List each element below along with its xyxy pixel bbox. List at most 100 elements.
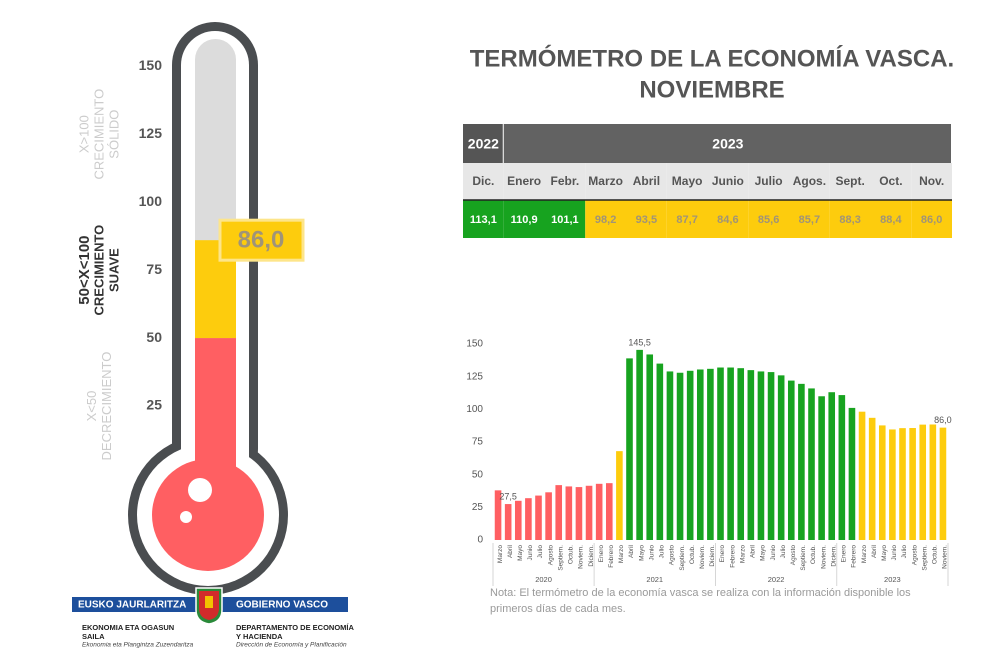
x-tick-label: Marzo	[497, 545, 504, 563]
bar	[707, 368, 714, 540]
month-cell	[707, 163, 749, 200]
y-tick-label: 150	[466, 339, 483, 350]
value-cell	[666, 200, 708, 238]
x-tick-label: Septiem.	[921, 545, 928, 571]
y-tick-label: 50	[472, 469, 484, 480]
month-label: Agos.	[793, 174, 826, 188]
month-label: Mayo	[672, 174, 703, 188]
bar	[889, 429, 896, 540]
month-cell	[829, 163, 871, 200]
x-tick-label: Abril	[628, 544, 635, 558]
month-cell	[911, 163, 952, 200]
value-label: 86,0	[238, 227, 285, 254]
bar	[828, 392, 836, 540]
value-label: 93,5	[636, 214, 657, 226]
value-label: 88,4	[880, 214, 902, 226]
bar	[636, 349, 643, 540]
logo-dept-left: EKONOMIA ETA OGASUN	[82, 623, 174, 632]
x-tick-label: Noviem.	[699, 545, 706, 569]
x-tick-label: Junio	[891, 545, 898, 561]
x-tick-label: Marzo	[618, 545, 625, 563]
value-box	[218, 218, 305, 262]
y-tick-label: 100	[466, 404, 483, 415]
logo-shield-detail	[205, 596, 213, 608]
value-cell	[911, 200, 952, 238]
zone-label: X<50	[84, 391, 99, 422]
x-tick-label: Noviem.	[820, 545, 827, 569]
bar	[868, 417, 876, 540]
month-label: Sept.	[835, 174, 864, 188]
year-label: 2023	[712, 136, 743, 152]
y-tick-label: 0	[477, 535, 483, 546]
value-cell	[829, 200, 871, 238]
value-cell	[463, 200, 504, 238]
logo-dept-right: Y HACIENDA	[236, 632, 283, 641]
year-cell	[463, 124, 503, 163]
y-tick-label: 125	[139, 125, 163, 141]
bar	[939, 427, 947, 540]
x-tick-label: Julio	[659, 545, 666, 559]
zone-label: X>100	[76, 115, 91, 153]
bar	[555, 485, 563, 540]
year-label: 2020	[535, 575, 552, 584]
value-label: 98,2	[595, 214, 616, 226]
title: TERMÓMETRO DE LA ECONOMÍA VASCA.	[470, 44, 954, 72]
x-tick-label: Diciem.	[588, 545, 595, 567]
x-tick-label: Agosto	[790, 545, 797, 566]
x-tick-label: Enero	[719, 545, 726, 563]
value-cell	[503, 200, 545, 238]
title: NOVIEMBRE	[639, 76, 784, 103]
logo-banner-left: EUSKO JAURLARITZA	[78, 600, 186, 611]
y-tick-label: 150	[139, 57, 163, 73]
x-tick-label: Agosto	[669, 545, 676, 566]
chart-note: Nota: El termómetro de la economía vasca…	[490, 587, 911, 615]
year-label: 2022	[768, 575, 785, 584]
y-tick-label: 25	[146, 397, 162, 413]
month-label: Nov.	[919, 174, 944, 188]
x-tick-label: Junio	[770, 545, 777, 561]
bar	[757, 371, 765, 540]
bar	[565, 486, 573, 540]
logo-sub-left: Ekonomia eta Plangintza Zuzendaritza	[82, 642, 194, 649]
year-cell	[503, 124, 951, 163]
value-label: 85,6	[758, 214, 779, 226]
value-label: 110,9	[511, 214, 538, 226]
bar-value-label: 27,5	[499, 491, 517, 501]
x-tick-label: Febrero	[729, 545, 736, 568]
month-cell	[748, 163, 789, 200]
x-tick-label: Septiem.	[679, 545, 686, 571]
bar	[626, 358, 633, 540]
month-cell	[463, 163, 504, 200]
zone-label: DECRECIMIENTO	[99, 352, 114, 461]
value-cell	[789, 200, 830, 238]
value-label: 85,7	[799, 214, 820, 226]
month-cell	[503, 163, 545, 200]
x-tick-label: Enero	[841, 545, 848, 563]
x-tick-label: Mayo	[517, 545, 524, 561]
x-tick-label: Mayo	[638, 545, 645, 561]
bar	[777, 375, 785, 540]
value-label: 101,1	[551, 214, 579, 226]
bar	[717, 367, 724, 540]
logo-dept-left: SAILA	[82, 632, 105, 641]
x-tick-label: Junio	[648, 545, 655, 561]
value-cell	[626, 200, 667, 238]
bar	[514, 500, 522, 540]
bar	[808, 388, 815, 540]
table: 2022 Dic. 113,1 2023 Enero 110,9 Febr. 101,1 Mar…	[463, 124, 952, 238]
bulb-highlight	[180, 511, 192, 523]
value-cell	[748, 200, 789, 238]
value-label: 84,6	[717, 214, 738, 226]
month-cell	[870, 163, 912, 200]
bar	[616, 451, 623, 540]
value-cell	[585, 200, 626, 238]
y-tick-label: 50	[146, 329, 162, 345]
value-cell	[870, 200, 912, 238]
month-label: Oct.	[879, 174, 902, 188]
x-tick-label: Abril	[507, 544, 514, 558]
x-tick-label: Noviem.	[942, 545, 949, 569]
x-tick-label: Enero	[598, 545, 605, 563]
thermometer: 86,0 25 50 75 100 125 150 X<50 DECRECIMIENTO 50<X…	[76, 39, 305, 571]
bar	[666, 371, 674, 540]
